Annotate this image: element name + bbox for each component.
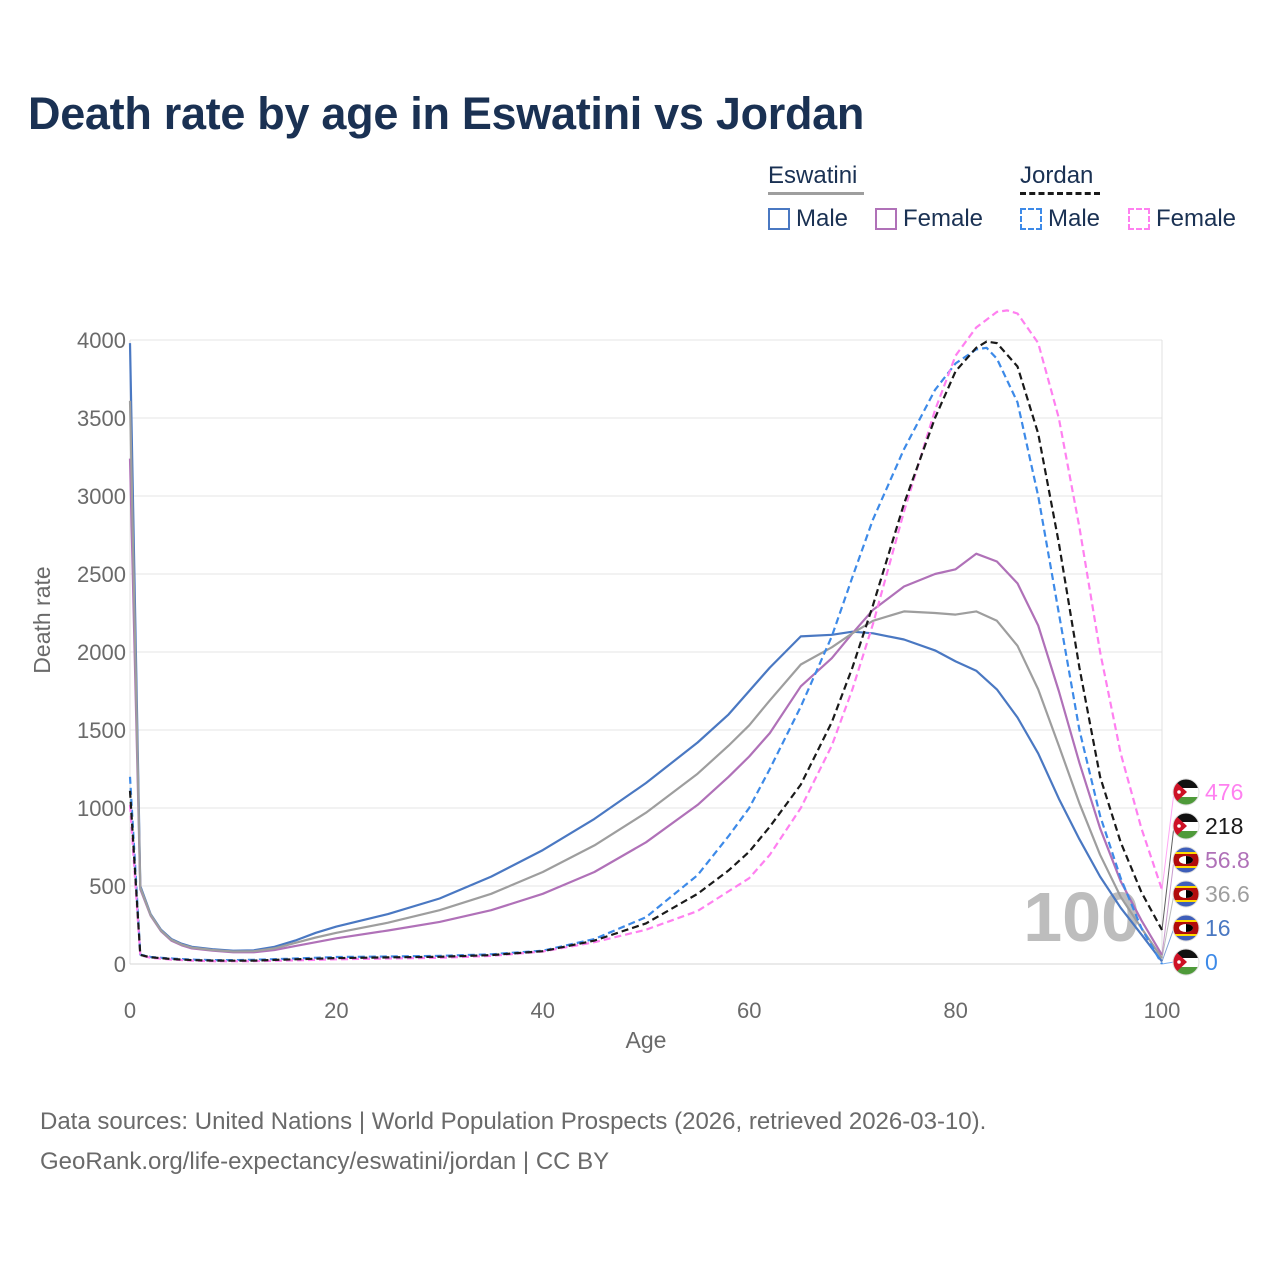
- legend-title-line-eswatini: [768, 192, 864, 195]
- legend-swatch-jordan-male: [1020, 208, 1042, 230]
- legend-item-eswatini-female[interactable]: Female: [875, 205, 983, 233]
- y-tick-label-2000: 2000: [77, 640, 126, 665]
- series-line-jordan-total[interactable]: [128, 340, 1163, 962]
- end-label-value: 56.8: [1205, 847, 1250, 873]
- end-label-connector: [1161, 961, 1175, 965]
- page-title: Death rate by age in Eswatini vs Jordan: [28, 88, 865, 139]
- end-label-eswatini-male: 16: [1161, 914, 1231, 962]
- y-tick-label-0: 0: [114, 952, 126, 977]
- end-labels: 476 218 56.8 36.6 16 0: [1161, 778, 1250, 976]
- end-label-eswatini-total: 36.6: [1161, 880, 1250, 959]
- x-tick-label-80: 80: [943, 998, 967, 1023]
- series-line-jordan-female[interactable]: [128, 309, 1164, 963]
- end-label-value: 16: [1205, 915, 1231, 941]
- end-label-connector: [1161, 791, 1175, 890]
- x-tick-label-60: 60: [737, 998, 761, 1023]
- x-axis-title: Age: [626, 1027, 667, 1053]
- legend-swatch-eswatini-male: [768, 208, 790, 230]
- eswatini-flag-icon: [1172, 846, 1200, 874]
- end-label-value: 476: [1205, 779, 1243, 805]
- y-tick-label-3500: 3500: [77, 406, 126, 431]
- legend-item-eswatini-male[interactable]: Male: [768, 205, 848, 233]
- jordan-flag-icon: [1172, 812, 1200, 840]
- series-line-jordan-male[interactable]: [128, 346, 1163, 965]
- end-label-jordan-total: 218: [1161, 812, 1243, 931]
- y-tick-label-2500: 2500: [77, 562, 126, 587]
- end-label-connector: [1161, 893, 1175, 959]
- footer-link[interactable]: GeoRank.org/life-expectancy/eswatini/jor…: [40, 1148, 610, 1175]
- y-tick-label-3000: 3000: [77, 484, 126, 509]
- legend-title-jordan: Jordan: [1020, 162, 1094, 189]
- legend-group-jordan: Jordan Male Female: [1020, 162, 1270, 242]
- end-label-eswatini-female: 56.8: [1161, 846, 1250, 956]
- legend-title-eswatini: Eswatini: [768, 162, 858, 189]
- legend-label-jordan-female: Female: [1156, 205, 1237, 232]
- end-label-connector: [1161, 859, 1175, 956]
- legend-label-eswatini-female: Female: [903, 205, 984, 232]
- y-tick-label-500: 500: [89, 874, 126, 899]
- series-line-eswatini-female[interactable]: [128, 458, 1163, 956]
- series-line-eswatini-total[interactable]: [128, 400, 1163, 959]
- jordan-flag-icon: [1172, 948, 1200, 976]
- series: [128, 309, 1164, 965]
- x-tick-label-0: 0: [124, 998, 136, 1023]
- eswatini-flag-icon: [1172, 914, 1200, 942]
- legend-label-eswatini-male: Male: [796, 205, 849, 232]
- jordan-flag-icon: [1172, 778, 1200, 806]
- eswatini-flag-icon: [1172, 880, 1200, 908]
- x-tick-label-20: 20: [324, 998, 348, 1023]
- y-tick-label-4000: 4000: [77, 328, 126, 353]
- x-tick-label-100: 100: [1144, 998, 1181, 1023]
- end-label-value: 218: [1205, 813, 1243, 839]
- grid: [130, 339, 1162, 965]
- end-label-connector: [1161, 825, 1175, 931]
- end-label-jordan-female: 476: [1161, 778, 1243, 890]
- y-tick-label-1000: 1000: [77, 796, 126, 821]
- current-age-watermark: 100: [1023, 878, 1140, 956]
- x-tick-label-40: 40: [531, 998, 555, 1023]
- legend-label-jordan-male: Male: [1048, 205, 1101, 232]
- legend-item-jordan-female[interactable]: Female: [1128, 205, 1236, 233]
- axes: 0 500 1000 1500 2000 2500 3000 3500 4000 0 20 40 60 8…: [77, 328, 1180, 1023]
- end-label-value: 0: [1205, 949, 1218, 975]
- legend-swatch-eswatini-female: [875, 208, 897, 230]
- end-label-connector: [1161, 927, 1175, 962]
- footer-source: Data sources: United Nations | World Pop…: [40, 1108, 987, 1135]
- legend-group-eswatini: Eswatini Male Female: [766, 162, 1026, 242]
- y-tick-label-1500: 1500: [77, 718, 126, 743]
- legend-title-line-jordan: [1020, 192, 1100, 195]
- y-axis-title: Death rate: [29, 566, 55, 673]
- legend-swatch-jordan-female: [1128, 208, 1150, 230]
- end-label-value: 36.6: [1205, 881, 1250, 907]
- end-label-jordan-male: 0: [1161, 948, 1218, 976]
- legend-item-jordan-male[interactable]: Male: [1020, 205, 1100, 233]
